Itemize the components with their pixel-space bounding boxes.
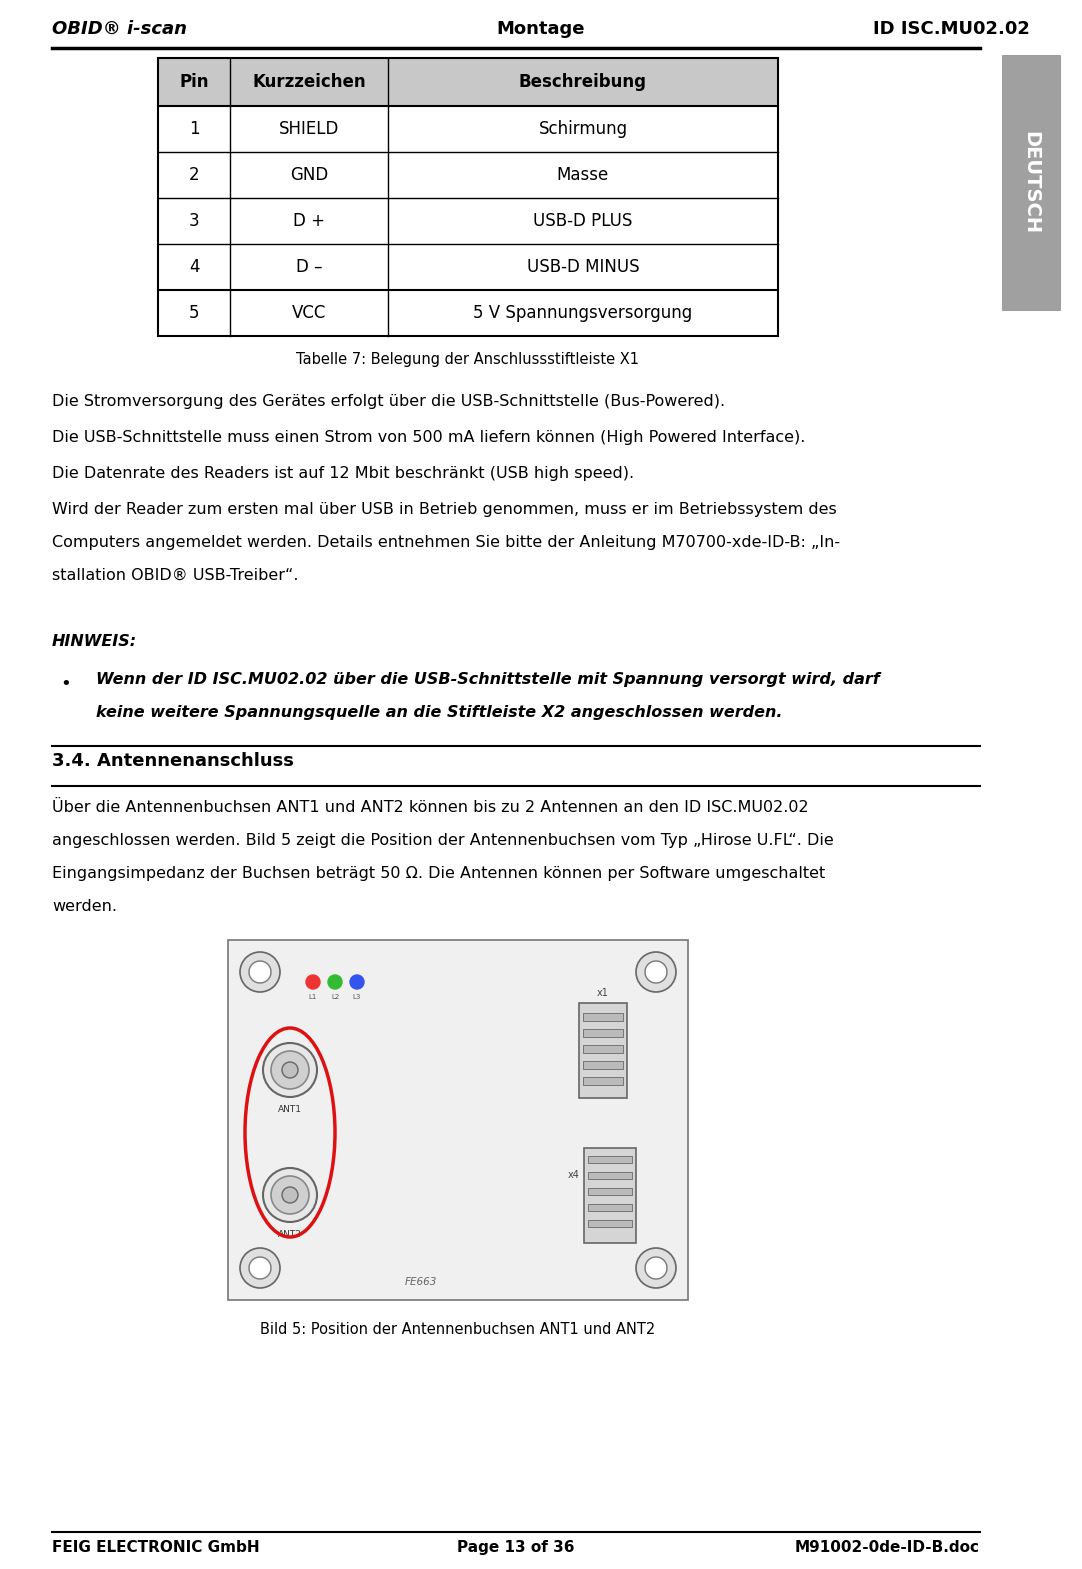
Text: Die USB-Schnittstelle muss einen Strom von 500 mA liefern können (High Powered I: Die USB-Schnittstelle muss einen Strom v… [52, 430, 805, 446]
Bar [579, 1003, 626, 1097]
Text: D +: D + [293, 212, 325, 231]
Bar [588, 1172, 632, 1178]
Text: 5: 5 [188, 304, 199, 322]
Circle shape [270, 1177, 309, 1214]
Text: x1: x1 [597, 987, 609, 998]
Text: Die Datenrate des Readers ist auf 12 Mbit beschränkt (USB high speed).: Die Datenrate des Readers ist auf 12 Mbi… [52, 466, 634, 482]
Text: FEIG ELECTRONIC GmbH: FEIG ELECTRONIC GmbH [52, 1541, 260, 1555]
Text: angeschlossen werden. Bild 5 zeigt die Position der Antennenbuchsen vom Typ „Hir: angeschlossen werden. Bild 5 zeigt die P… [52, 833, 834, 847]
Circle shape [306, 974, 320, 988]
Circle shape [249, 1257, 270, 1279]
Text: L3: L3 [353, 995, 361, 999]
Text: Wird der Reader zum ersten mal über USB in Betrieb genommen, muss er im Betriebs: Wird der Reader zum ersten mal über USB … [52, 502, 836, 518]
Bar [158, 198, 778, 245]
Bar [158, 152, 778, 198]
Text: Bild 5: Position der Antennenbuchsen ANT1 und ANT2: Bild 5: Position der Antennenbuchsen ANT… [261, 1323, 656, 1337]
Text: 3.4. Antennenanschluss: 3.4. Antennenanschluss [52, 752, 294, 770]
Circle shape [240, 1247, 280, 1288]
Text: 5 V Spannungsversorgung: 5 V Spannungsversorgung [474, 304, 692, 322]
Text: •: • [60, 675, 70, 693]
Text: stallation OBID® USB-Treiber“.: stallation OBID® USB-Treiber“. [52, 568, 299, 584]
Bar [583, 1076, 623, 1084]
Circle shape [328, 974, 342, 988]
Circle shape [263, 1043, 317, 1097]
Bar [583, 1012, 623, 1020]
Circle shape [263, 1167, 317, 1222]
Text: 2: 2 [188, 166, 199, 184]
Bar [1002, 55, 1060, 311]
Bar [583, 1061, 623, 1068]
Text: ANT2: ANT2 [278, 1230, 302, 1240]
Text: x4: x4 [568, 1170, 580, 1180]
Text: 1: 1 [188, 119, 199, 138]
Text: Beschreibung: Beschreibung [519, 74, 647, 91]
Text: werden.: werden. [52, 899, 117, 915]
Text: USB-D MINUS: USB-D MINUS [527, 257, 639, 276]
Circle shape [240, 952, 280, 992]
Bar [158, 107, 778, 152]
Text: FE663: FE663 [405, 1277, 437, 1287]
Text: Über die Antennenbuchsen ANT1 und ANT2 können bis zu 2 Antennen an den ID ISC.MU: Über die Antennenbuchsen ANT1 und ANT2 k… [52, 800, 808, 814]
Bar [158, 58, 778, 107]
Text: GND: GND [290, 166, 328, 184]
Text: HINWEIS:: HINWEIS: [52, 634, 137, 650]
Circle shape [645, 1257, 667, 1279]
Text: D –: D – [295, 257, 322, 276]
Text: ID ISC.MU02.02: ID ISC.MU02.02 [873, 20, 1030, 38]
Text: Kurzzeichen: Kurzzeichen [252, 74, 366, 91]
Text: OBID® i-scan: OBID® i-scan [52, 20, 187, 38]
Text: Die Stromversorgung des Gerätes erfolgt über die USB-Schnittstelle (Bus-Powered): Die Stromversorgung des Gerätes erfolgt … [52, 394, 725, 410]
Circle shape [282, 1062, 298, 1078]
Bar [583, 1029, 623, 1037]
Bar [584, 1147, 636, 1243]
Bar [583, 1045, 623, 1053]
Bar [588, 1155, 632, 1163]
Text: M91002-0de-ID-B.doc: M91002-0de-ID-B.doc [795, 1541, 980, 1555]
Bar [158, 58, 778, 336]
Bar [228, 940, 688, 1301]
Text: Computers angemeldet werden. Details entnehmen Sie bitte der Anleitung M70700-xd: Computers angemeldet werden. Details ent… [52, 535, 840, 551]
Text: Wenn der ID ISC.MU02.02 über die USB-Schnittstelle mit Spannung versorgt wird, d: Wenn der ID ISC.MU02.02 über die USB-Sch… [96, 672, 880, 687]
Text: Montage: Montage [497, 20, 585, 38]
Text: VCC: VCC [292, 304, 326, 322]
Text: ANT1: ANT1 [278, 1105, 302, 1114]
Bar [158, 245, 778, 290]
Text: 4: 4 [188, 257, 199, 276]
Text: Page 13 of 36: Page 13 of 36 [458, 1541, 575, 1555]
Circle shape [282, 1188, 298, 1203]
Circle shape [636, 1247, 676, 1288]
Circle shape [636, 952, 676, 992]
Text: Schirmung: Schirmung [539, 119, 628, 138]
Bar [158, 290, 778, 336]
Bar [588, 1188, 632, 1194]
Text: L2: L2 [331, 995, 339, 999]
Circle shape [645, 960, 667, 984]
Text: 3: 3 [188, 212, 199, 231]
Text: L1: L1 [308, 995, 317, 999]
Circle shape [270, 1051, 309, 1089]
Text: keine weitere Spannungsquelle an die Stiftleiste X2 angeschlossen werden.: keine weitere Spannungsquelle an die Sti… [96, 704, 782, 720]
Bar [588, 1219, 632, 1227]
Text: SHIELD: SHIELD [279, 119, 339, 138]
Circle shape [349, 974, 364, 988]
Text: Tabelle 7: Belegung der Anschlussstiftleiste X1: Tabelle 7: Belegung der Anschlussstiftle… [296, 351, 639, 367]
Text: Pin: Pin [180, 74, 209, 91]
Bar [588, 1203, 632, 1211]
Circle shape [249, 960, 270, 984]
Text: USB-D PLUS: USB-D PLUS [533, 212, 633, 231]
Text: Eingangsimpedanz der Buchsen beträgt 50 Ω. Die Antennen können per Software umge: Eingangsimpedanz der Buchsen beträgt 50 … [52, 866, 826, 882]
Text: DEUTSCH: DEUTSCH [1021, 130, 1041, 234]
Text: Masse: Masse [557, 166, 609, 184]
